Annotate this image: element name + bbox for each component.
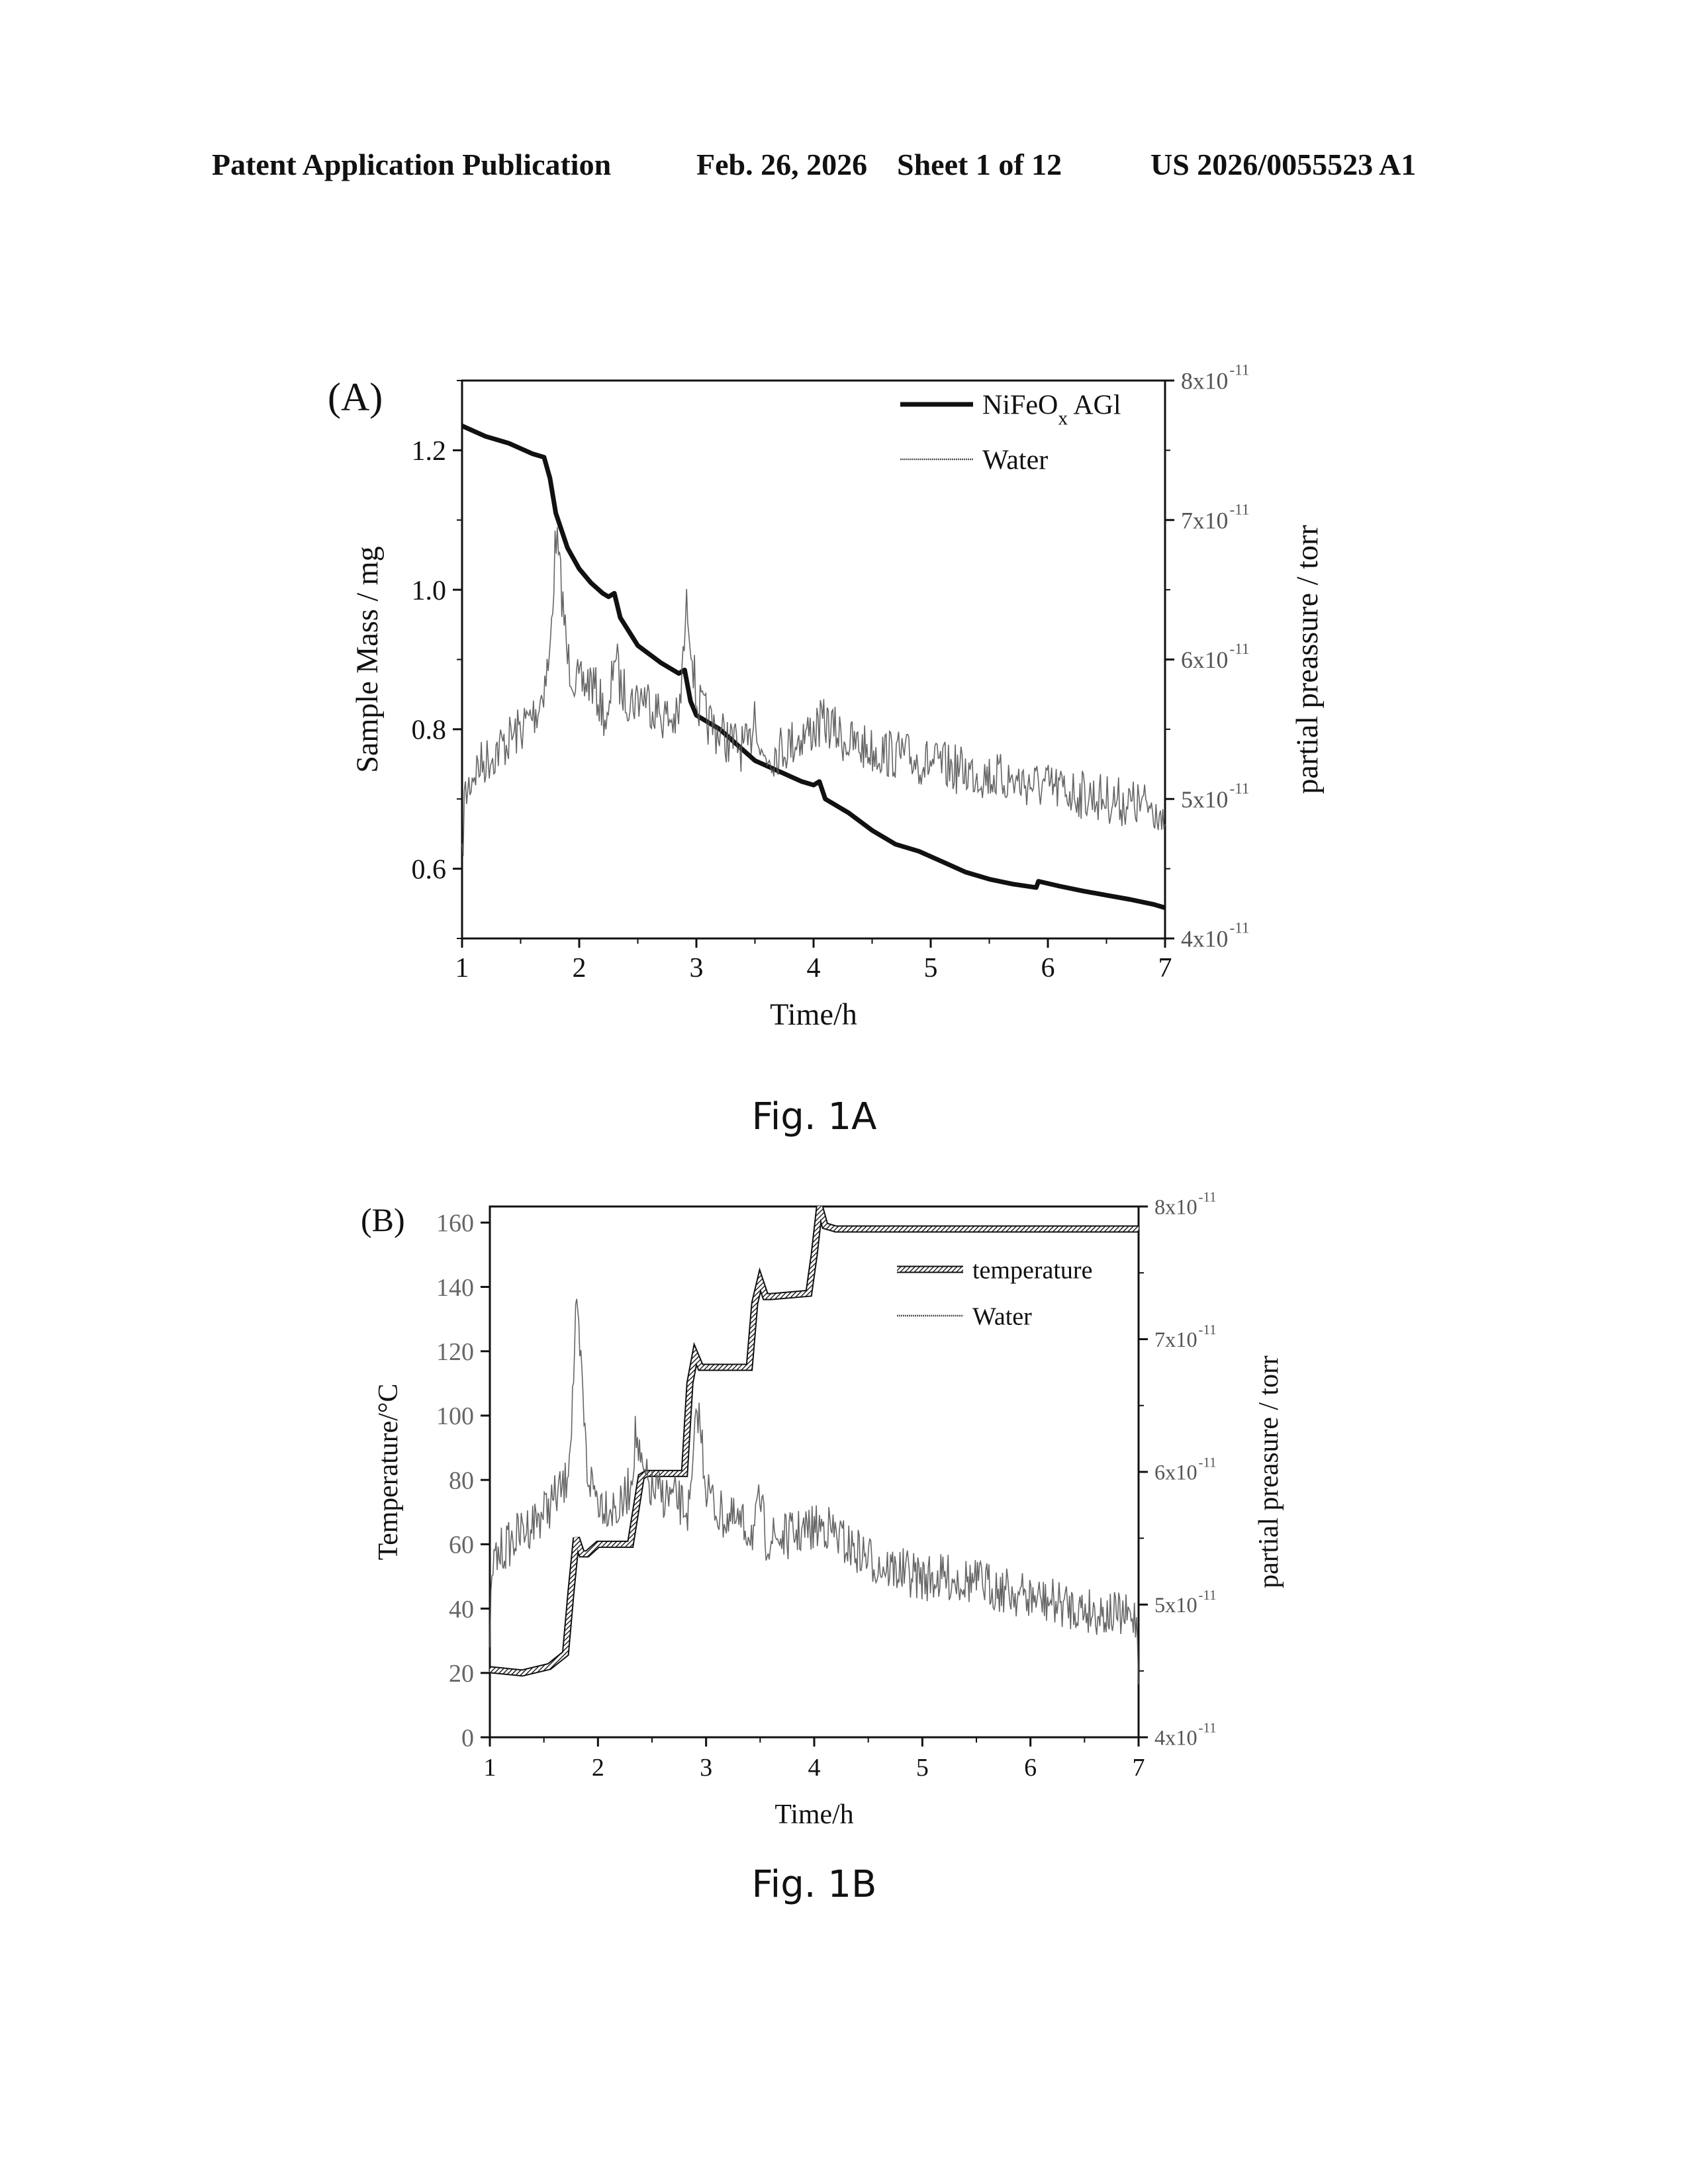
series-water-line xyxy=(461,527,1166,856)
y2-tick-label: 6x10 xyxy=(1181,647,1228,673)
header-sheet: Sheet 1 of 12 xyxy=(897,148,1062,181)
y2-tick-label: 5x10 xyxy=(1181,786,1228,813)
legend-label: temperature xyxy=(972,1256,1092,1284)
x-tick-label: 7 xyxy=(1158,953,1172,983)
y-axis-label: Temperature/°C xyxy=(373,1384,404,1561)
y-tick-label: 1.0 xyxy=(412,576,447,606)
y2-tick-exponent: -11 xyxy=(1199,1587,1217,1603)
y2-tick-label: 8x10 xyxy=(1181,368,1228,394)
y-tick-label: 0.6 xyxy=(412,854,447,885)
x-tick-label: 3 xyxy=(690,953,704,983)
y2-tick-exponent: -11 xyxy=(1230,780,1250,797)
panel-label: (A) xyxy=(328,375,383,419)
y-tick-label: 0 xyxy=(461,1724,474,1752)
legend-label: Water xyxy=(972,1302,1032,1330)
x-tick-label: 6 xyxy=(1024,1754,1037,1782)
series-water-line xyxy=(489,1298,1139,1685)
x-axis-label: Time/h xyxy=(770,997,857,1031)
x-tick-label: 5 xyxy=(924,953,938,983)
x-tick-label: 2 xyxy=(573,953,586,983)
chart-a: 1 2 3 4 5 6 7 Time/h 0.6 0.8 1.0 1.2 Sample Mass / m… xyxy=(328,361,1324,1031)
y2-tick-label: 6x10 xyxy=(1154,1460,1197,1484)
y2-tick-label: 4x10 xyxy=(1154,1725,1197,1749)
chart-b: 1 2 3 4 5 6 7 Time/h 0 20 40 60 80 100 120 140 160 Temper… xyxy=(361,1189,1284,1830)
y2-tick-exponent: -11 xyxy=(1199,1454,1217,1470)
legend-label: NiFeOx AGl xyxy=(982,390,1121,430)
header-publication: Patent Application Publication xyxy=(212,148,612,181)
series-mass-line xyxy=(461,424,1166,910)
y-tick-label: 40 xyxy=(449,1596,474,1623)
header-date: Feb. 26, 2026 xyxy=(696,148,868,181)
y2-tick-label: 7x10 xyxy=(1181,507,1228,533)
y2-axis-label: partial preasure / torr xyxy=(1254,1355,1284,1588)
figure-caption-b: Fig. 1B xyxy=(751,1863,877,1906)
y-tick-label: 140 xyxy=(436,1274,474,1302)
x-tick-label: 4 xyxy=(808,1754,821,1782)
legend-label: Water xyxy=(982,445,1048,476)
y2-tick-exponent: -11 xyxy=(1199,1189,1217,1205)
series-temperature-line xyxy=(489,1206,1139,1676)
y2-axis-label: partial preassure / torr xyxy=(1290,525,1324,794)
y-tick-label: 1.2 xyxy=(412,436,447,467)
x-tick-label: 2 xyxy=(592,1754,604,1782)
y2-tick-exponent: -11 xyxy=(1199,1719,1217,1735)
x-tick-label: 1 xyxy=(455,953,469,983)
y2-tick-label: 7x10 xyxy=(1154,1328,1197,1351)
y-tick-label: 160 xyxy=(436,1210,474,1238)
y2-tick-exponent: -11 xyxy=(1230,361,1250,379)
y-tick-label: 0.8 xyxy=(412,715,447,746)
y2-tick-exponent: -11 xyxy=(1199,1322,1217,1338)
x-tick-label: 5 xyxy=(916,1754,929,1782)
x-tick-label: 3 xyxy=(700,1754,712,1782)
y2-tick-label: 4x10 xyxy=(1181,926,1228,952)
y2-tick-exponent: -11 xyxy=(1230,640,1250,657)
y2-tick-label: 8x10 xyxy=(1154,1195,1197,1218)
panel-label: (B) xyxy=(361,1201,405,1238)
y-tick-label: 100 xyxy=(436,1402,474,1430)
y2-tick-exponent: -11 xyxy=(1230,919,1250,936)
x-tick-label: 7 xyxy=(1133,1754,1145,1782)
y-tick-label: 60 xyxy=(449,1531,474,1559)
y-tick-label: 20 xyxy=(449,1660,474,1688)
x-tick-label: 6 xyxy=(1041,953,1055,983)
figure-caption-a: Fig. 1A xyxy=(751,1095,877,1138)
x-tick-label: 4 xyxy=(807,953,821,983)
x-axis-label: Time/h xyxy=(774,1799,853,1830)
y2-tick-exponent: -11 xyxy=(1230,500,1250,518)
y-tick-label: 80 xyxy=(449,1467,474,1494)
y-tick-label: 120 xyxy=(436,1338,474,1366)
x-tick-label: 1 xyxy=(484,1754,496,1782)
header-number: US 2026/0055523 A1 xyxy=(1150,148,1417,181)
y-axis-label: Sample Mass / mg xyxy=(350,546,384,773)
y2-tick-label: 5x10 xyxy=(1154,1593,1197,1617)
